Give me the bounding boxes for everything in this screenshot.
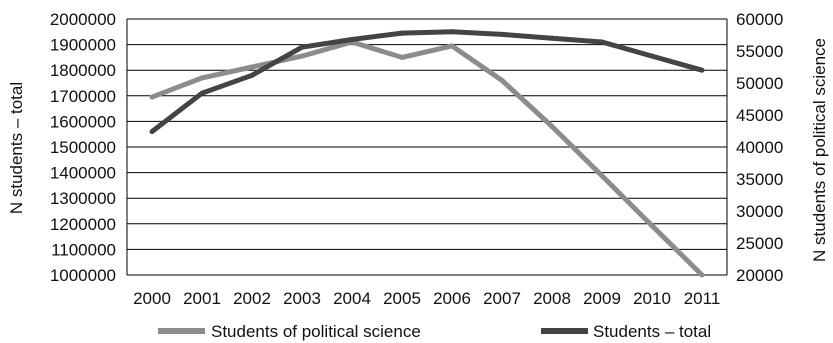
y-right-tick-label: 30000 bbox=[736, 202, 783, 221]
y-right-tick-label: 35000 bbox=[736, 170, 783, 189]
data-point-students-of-political-science bbox=[299, 53, 305, 59]
x-tick-label: 2001 bbox=[183, 289, 221, 308]
y-left-tick-label: 1000000 bbox=[50, 266, 116, 285]
y-right-tick-label: 40000 bbox=[736, 138, 783, 157]
y-right-tick-label: 55000 bbox=[736, 42, 783, 61]
x-axis-ticks: 2000 2001 2002 2003 2004 2005 2006 2007 2008 2009… bbox=[133, 289, 720, 308]
y-right-tick-label: 50000 bbox=[736, 74, 783, 93]
x-tick-label: 2000 bbox=[133, 289, 171, 308]
gridlines bbox=[126, 18, 728, 276]
y-right-tick-label: 25000 bbox=[736, 234, 783, 253]
data-point-students-of-political-science bbox=[449, 43, 455, 49]
data-point-students-of-political-science bbox=[149, 94, 155, 100]
right-axis-title: N students of political science bbox=[810, 38, 829, 262]
y-left-tick-label: 1700000 bbox=[50, 87, 116, 106]
y-right-tick-label: 45000 bbox=[736, 106, 783, 125]
data-point-students-total bbox=[499, 31, 505, 37]
y-left-tick-label: 1900000 bbox=[50, 36, 116, 55]
data-point-students-of-political-science bbox=[599, 173, 605, 179]
x-tick-label: 2010 bbox=[633, 289, 671, 308]
data-point-students-total bbox=[549, 35, 555, 41]
x-tick-label: 2003 bbox=[283, 289, 321, 308]
data-point-students-total bbox=[199, 90, 205, 96]
data-point-students-of-political-science bbox=[649, 223, 655, 229]
x-tick-label: 2005 bbox=[383, 289, 421, 308]
series-lines bbox=[149, 29, 705, 278]
legend-label-total: Students – total bbox=[593, 322, 711, 341]
data-point-students-total bbox=[149, 129, 155, 135]
right-axis-ticks: 20000 25000 30000 35000 40000 45000 50000 55000… bbox=[736, 10, 783, 285]
data-point-students-of-political-science bbox=[399, 54, 405, 60]
y-left-tick-label: 1200000 bbox=[50, 215, 116, 234]
x-tick-label: 2002 bbox=[233, 289, 271, 308]
data-point-students-total bbox=[399, 30, 405, 36]
data-point-students-of-political-science bbox=[199, 75, 205, 81]
left-axis-ticks: 1000000 1100000 1200000 1300000 1400000 15000… bbox=[50, 10, 116, 285]
y-left-tick-label: 1100000 bbox=[51, 240, 116, 259]
y-right-tick-label: 60000 bbox=[736, 10, 783, 29]
left-axis-title: N students – total bbox=[7, 82, 26, 214]
y-left-tick-label: 2000000 bbox=[50, 10, 116, 29]
data-point-students-of-political-science bbox=[549, 124, 555, 130]
data-point-students-total bbox=[349, 36, 355, 42]
legend-label-political-science: Students of political science bbox=[211, 322, 421, 341]
data-point-students-total bbox=[699, 67, 705, 73]
data-point-students-total bbox=[599, 39, 605, 45]
x-tick-label: 2007 bbox=[483, 289, 521, 308]
series-line-students-of-political-science bbox=[151, 39, 704, 277]
x-tick-label: 2008 bbox=[533, 289, 571, 308]
data-point-students-total bbox=[649, 53, 655, 59]
x-tick-label: 2011 bbox=[684, 289, 721, 308]
series-line-students-total bbox=[150, 29, 703, 134]
y-left-tick-label: 1500000 bbox=[50, 138, 116, 157]
data-point-students-total bbox=[299, 44, 305, 50]
data-point-students-total bbox=[249, 72, 255, 78]
data-point-students-of-political-science bbox=[699, 272, 705, 278]
y-right-tick-label: 20000 bbox=[736, 266, 783, 285]
y-left-tick-label: 1800000 bbox=[50, 61, 116, 80]
legend: Students of political science Students –… bbox=[158, 322, 711, 341]
x-tick-label: 2006 bbox=[433, 289, 471, 308]
data-point-students-of-political-science bbox=[499, 77, 505, 83]
x-tick-label: 2004 bbox=[333, 289, 371, 308]
data-point-students-total bbox=[449, 29, 455, 35]
x-tick-label: 2009 bbox=[583, 289, 621, 308]
data-point-students-of-political-science bbox=[249, 64, 255, 70]
y-left-tick-label: 1300000 bbox=[50, 189, 116, 208]
y-left-tick-label: 1400000 bbox=[50, 164, 116, 183]
y-left-tick-label: 1600000 bbox=[50, 112, 116, 131]
